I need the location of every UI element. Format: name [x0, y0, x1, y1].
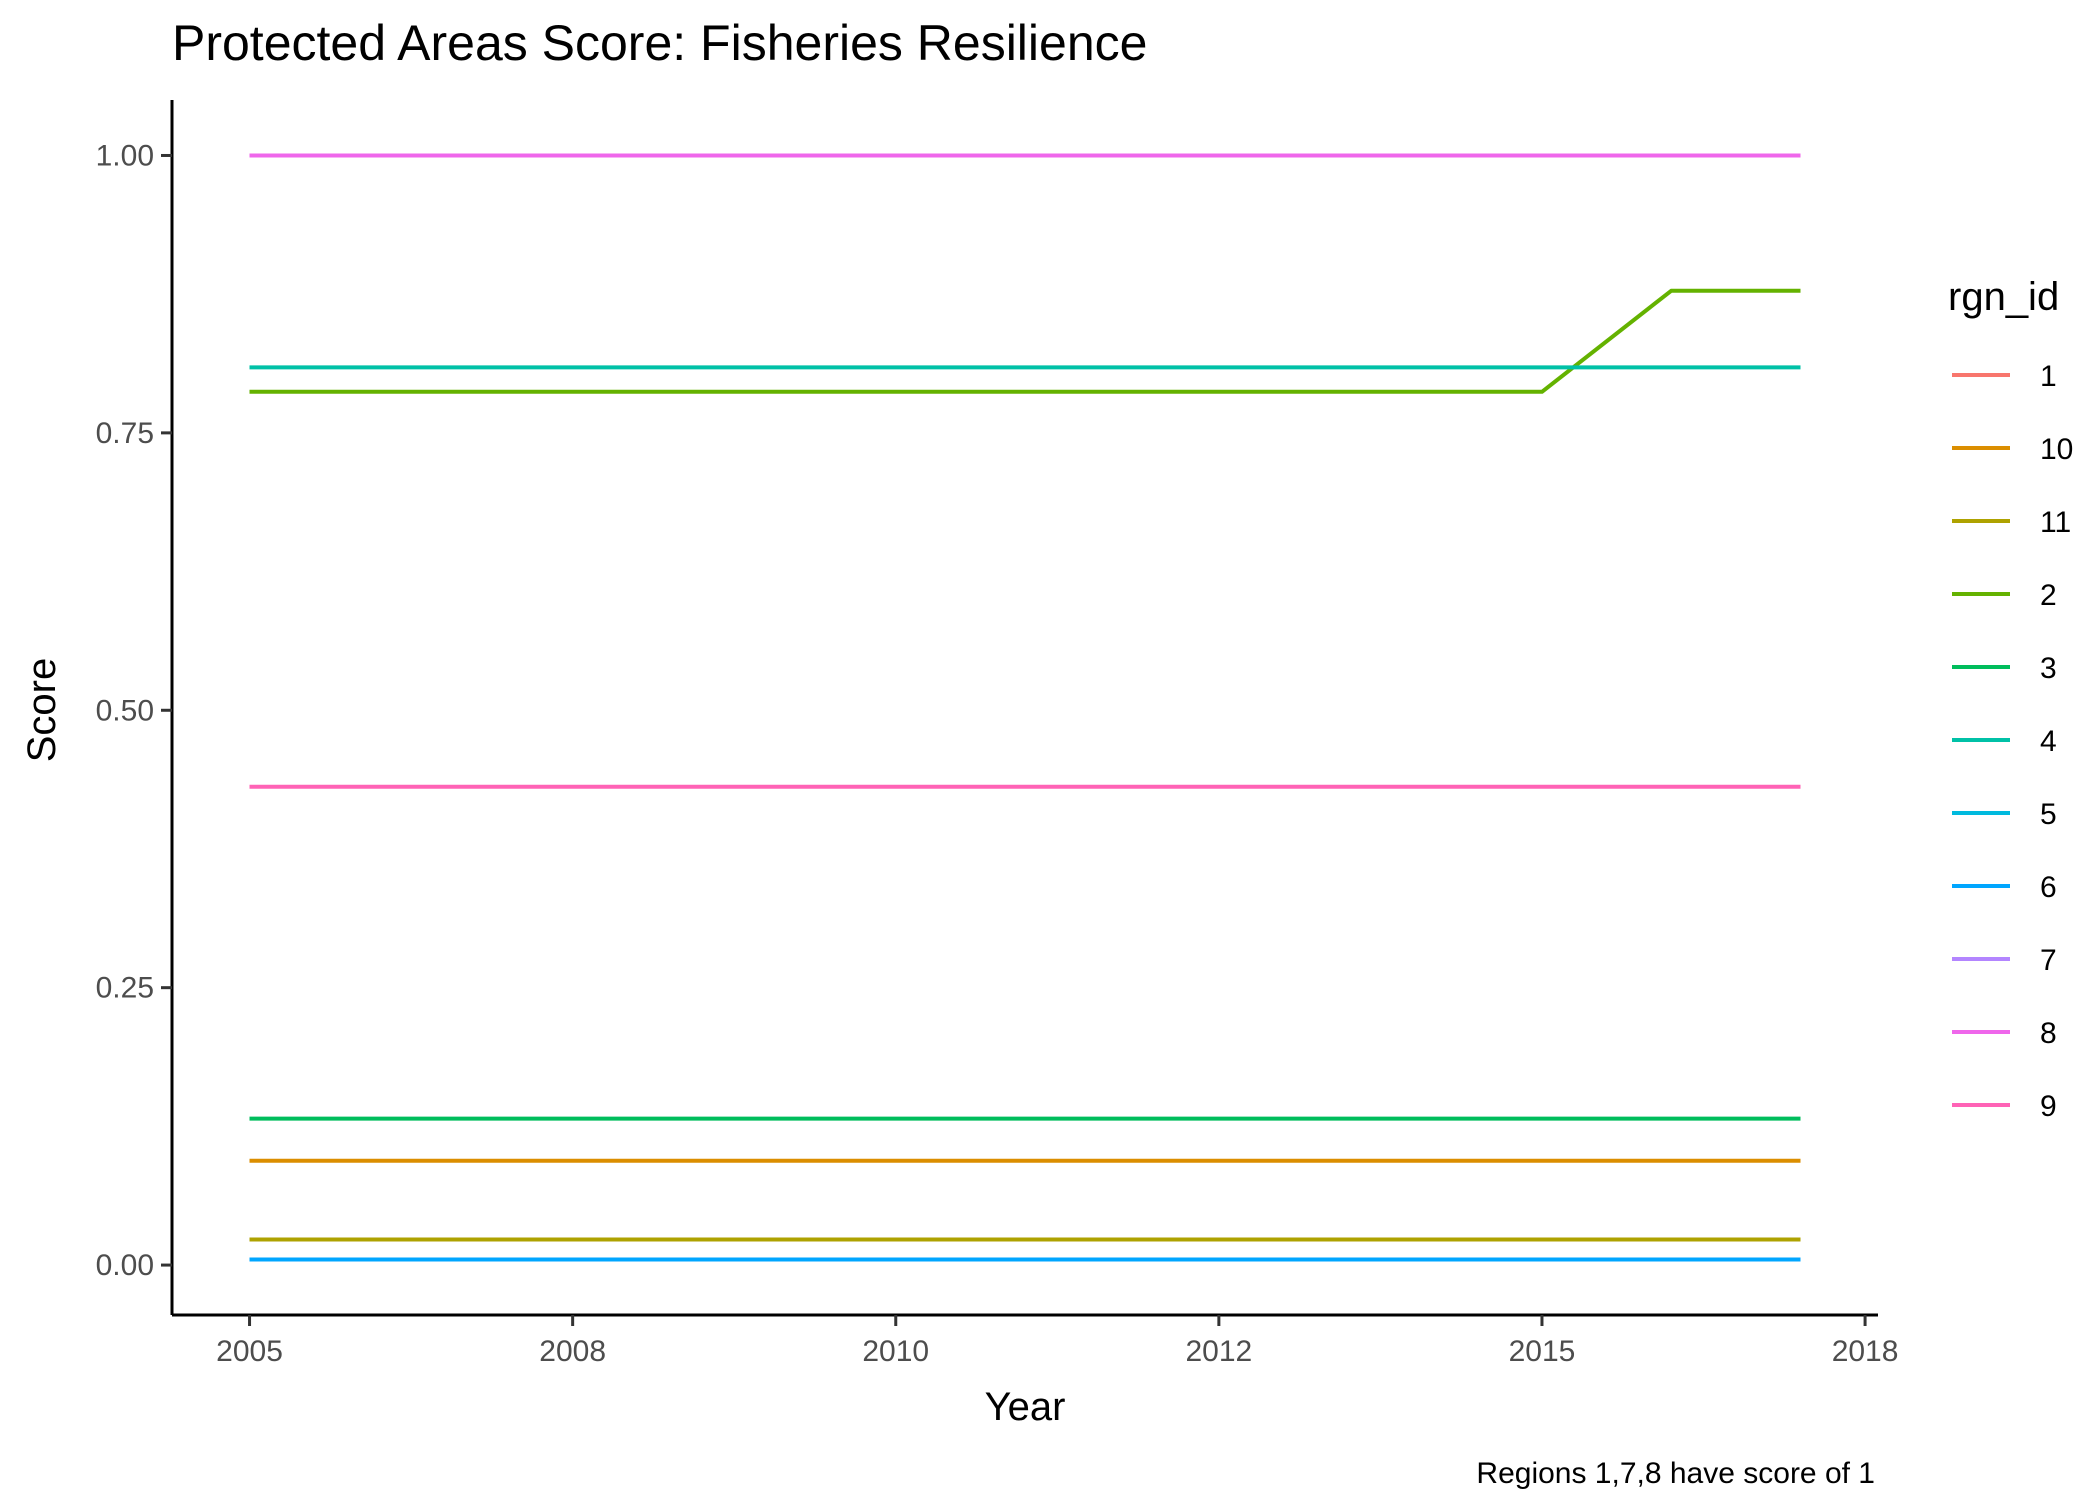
legend-item-3: 3	[1952, 652, 2057, 685]
legend-label-4: 4	[2040, 725, 2057, 758]
y-tick-label: 0.25	[96, 972, 154, 1005]
x-tick-label: 2008	[539, 1335, 606, 1368]
x-tick-label: 2012	[1185, 1335, 1252, 1368]
x-axis-title: Year	[985, 1385, 1066, 1429]
legend-item-9: 9	[1952, 1090, 2057, 1123]
axes: 0.00 0.25 0.50 0.75 1.00 2005 2008 2010 2012 201…	[96, 100, 1898, 1368]
legend-label-8: 8	[2040, 1017, 2057, 1050]
legend-item-8: 8	[1952, 1017, 2057, 1050]
chart-caption: Regions 1,7,8 have score of 1	[1476, 1457, 1875, 1490]
legend-items: 1 10 11 2 3 4 5 6 7 8 9	[1952, 360, 2073, 1123]
legend-item-7: 7	[1952, 944, 2057, 977]
x-tick-label: 2005	[216, 1335, 283, 1368]
x-tick-label: 2018	[1832, 1335, 1899, 1368]
y-tick-label: 0.50	[96, 694, 154, 727]
legend-label-2: 2	[2040, 579, 2057, 612]
legend-label-1: 1	[2040, 360, 2057, 393]
legend-label-6: 6	[2040, 871, 2057, 904]
legend-item-1: 1	[1952, 360, 2057, 393]
legend-item-2: 2	[1952, 579, 2057, 612]
x-axis-ticks: 2005 2008 2010 2012 2015 2018	[216, 1315, 1898, 1368]
plot-lines	[249, 153, 1801, 1262]
y-axis-ticks: 0.00 0.25 0.50 0.75 1.00	[96, 139, 172, 1282]
legend-item-11: 11	[1952, 506, 2071, 539]
legend-item-10: 10	[1952, 433, 2073, 466]
legend: rgn_id 1 10 11 2 3 4 5 6 7 8 9	[1948, 275, 2073, 1123]
legend-label-9: 9	[2040, 1090, 2057, 1123]
x-tick-label: 2010	[862, 1335, 929, 1368]
y-tick-label: 1.00	[96, 139, 154, 172]
legend-label-3: 3	[2040, 652, 2057, 685]
legend-item-6: 6	[1952, 871, 2057, 904]
y-axis-title: Score	[20, 658, 64, 763]
legend-label-11: 11	[2040, 506, 2071, 539]
legend-label-7: 7	[2040, 944, 2057, 977]
legend-item-5: 5	[1952, 798, 2057, 831]
legend-label-5: 5	[2040, 798, 2057, 831]
y-tick-label: 0.75	[96, 417, 154, 450]
series-line-2	[249, 288, 1801, 394]
legend-item-4: 4	[1952, 725, 2057, 758]
y-tick-label: 0.00	[96, 1249, 154, 1282]
chart-title: Protected Areas Score: Fisheries Resilie…	[172, 15, 1147, 71]
legend-title: rgn_id	[1948, 275, 2059, 319]
x-tick-label: 2015	[1509, 1335, 1576, 1368]
legend-label-10: 10	[2040, 433, 2073, 466]
